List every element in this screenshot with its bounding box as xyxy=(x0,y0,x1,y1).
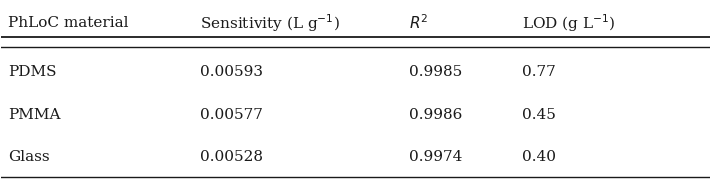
Text: Glass: Glass xyxy=(9,150,50,164)
Text: 0.9985: 0.9985 xyxy=(409,65,462,79)
Text: PhLoC material: PhLoC material xyxy=(9,16,129,30)
Text: PMMA: PMMA xyxy=(9,108,61,122)
Text: LOD (g L$^{-1}$): LOD (g L$^{-1}$) xyxy=(522,12,616,33)
Text: 0.00593: 0.00593 xyxy=(200,65,262,79)
Text: 0.9974: 0.9974 xyxy=(409,150,462,164)
Text: 0.00577: 0.00577 xyxy=(200,108,262,122)
Text: 0.77: 0.77 xyxy=(522,65,556,79)
Text: Sensitivity (L g$^{-1}$): Sensitivity (L g$^{-1}$) xyxy=(200,12,340,33)
Text: $R^2$: $R^2$ xyxy=(409,13,428,32)
Text: PDMS: PDMS xyxy=(9,65,57,79)
Text: 0.9986: 0.9986 xyxy=(409,108,462,122)
Text: 0.45: 0.45 xyxy=(522,108,556,122)
Text: 0.40: 0.40 xyxy=(522,150,556,164)
Text: 0.00528: 0.00528 xyxy=(200,150,262,164)
